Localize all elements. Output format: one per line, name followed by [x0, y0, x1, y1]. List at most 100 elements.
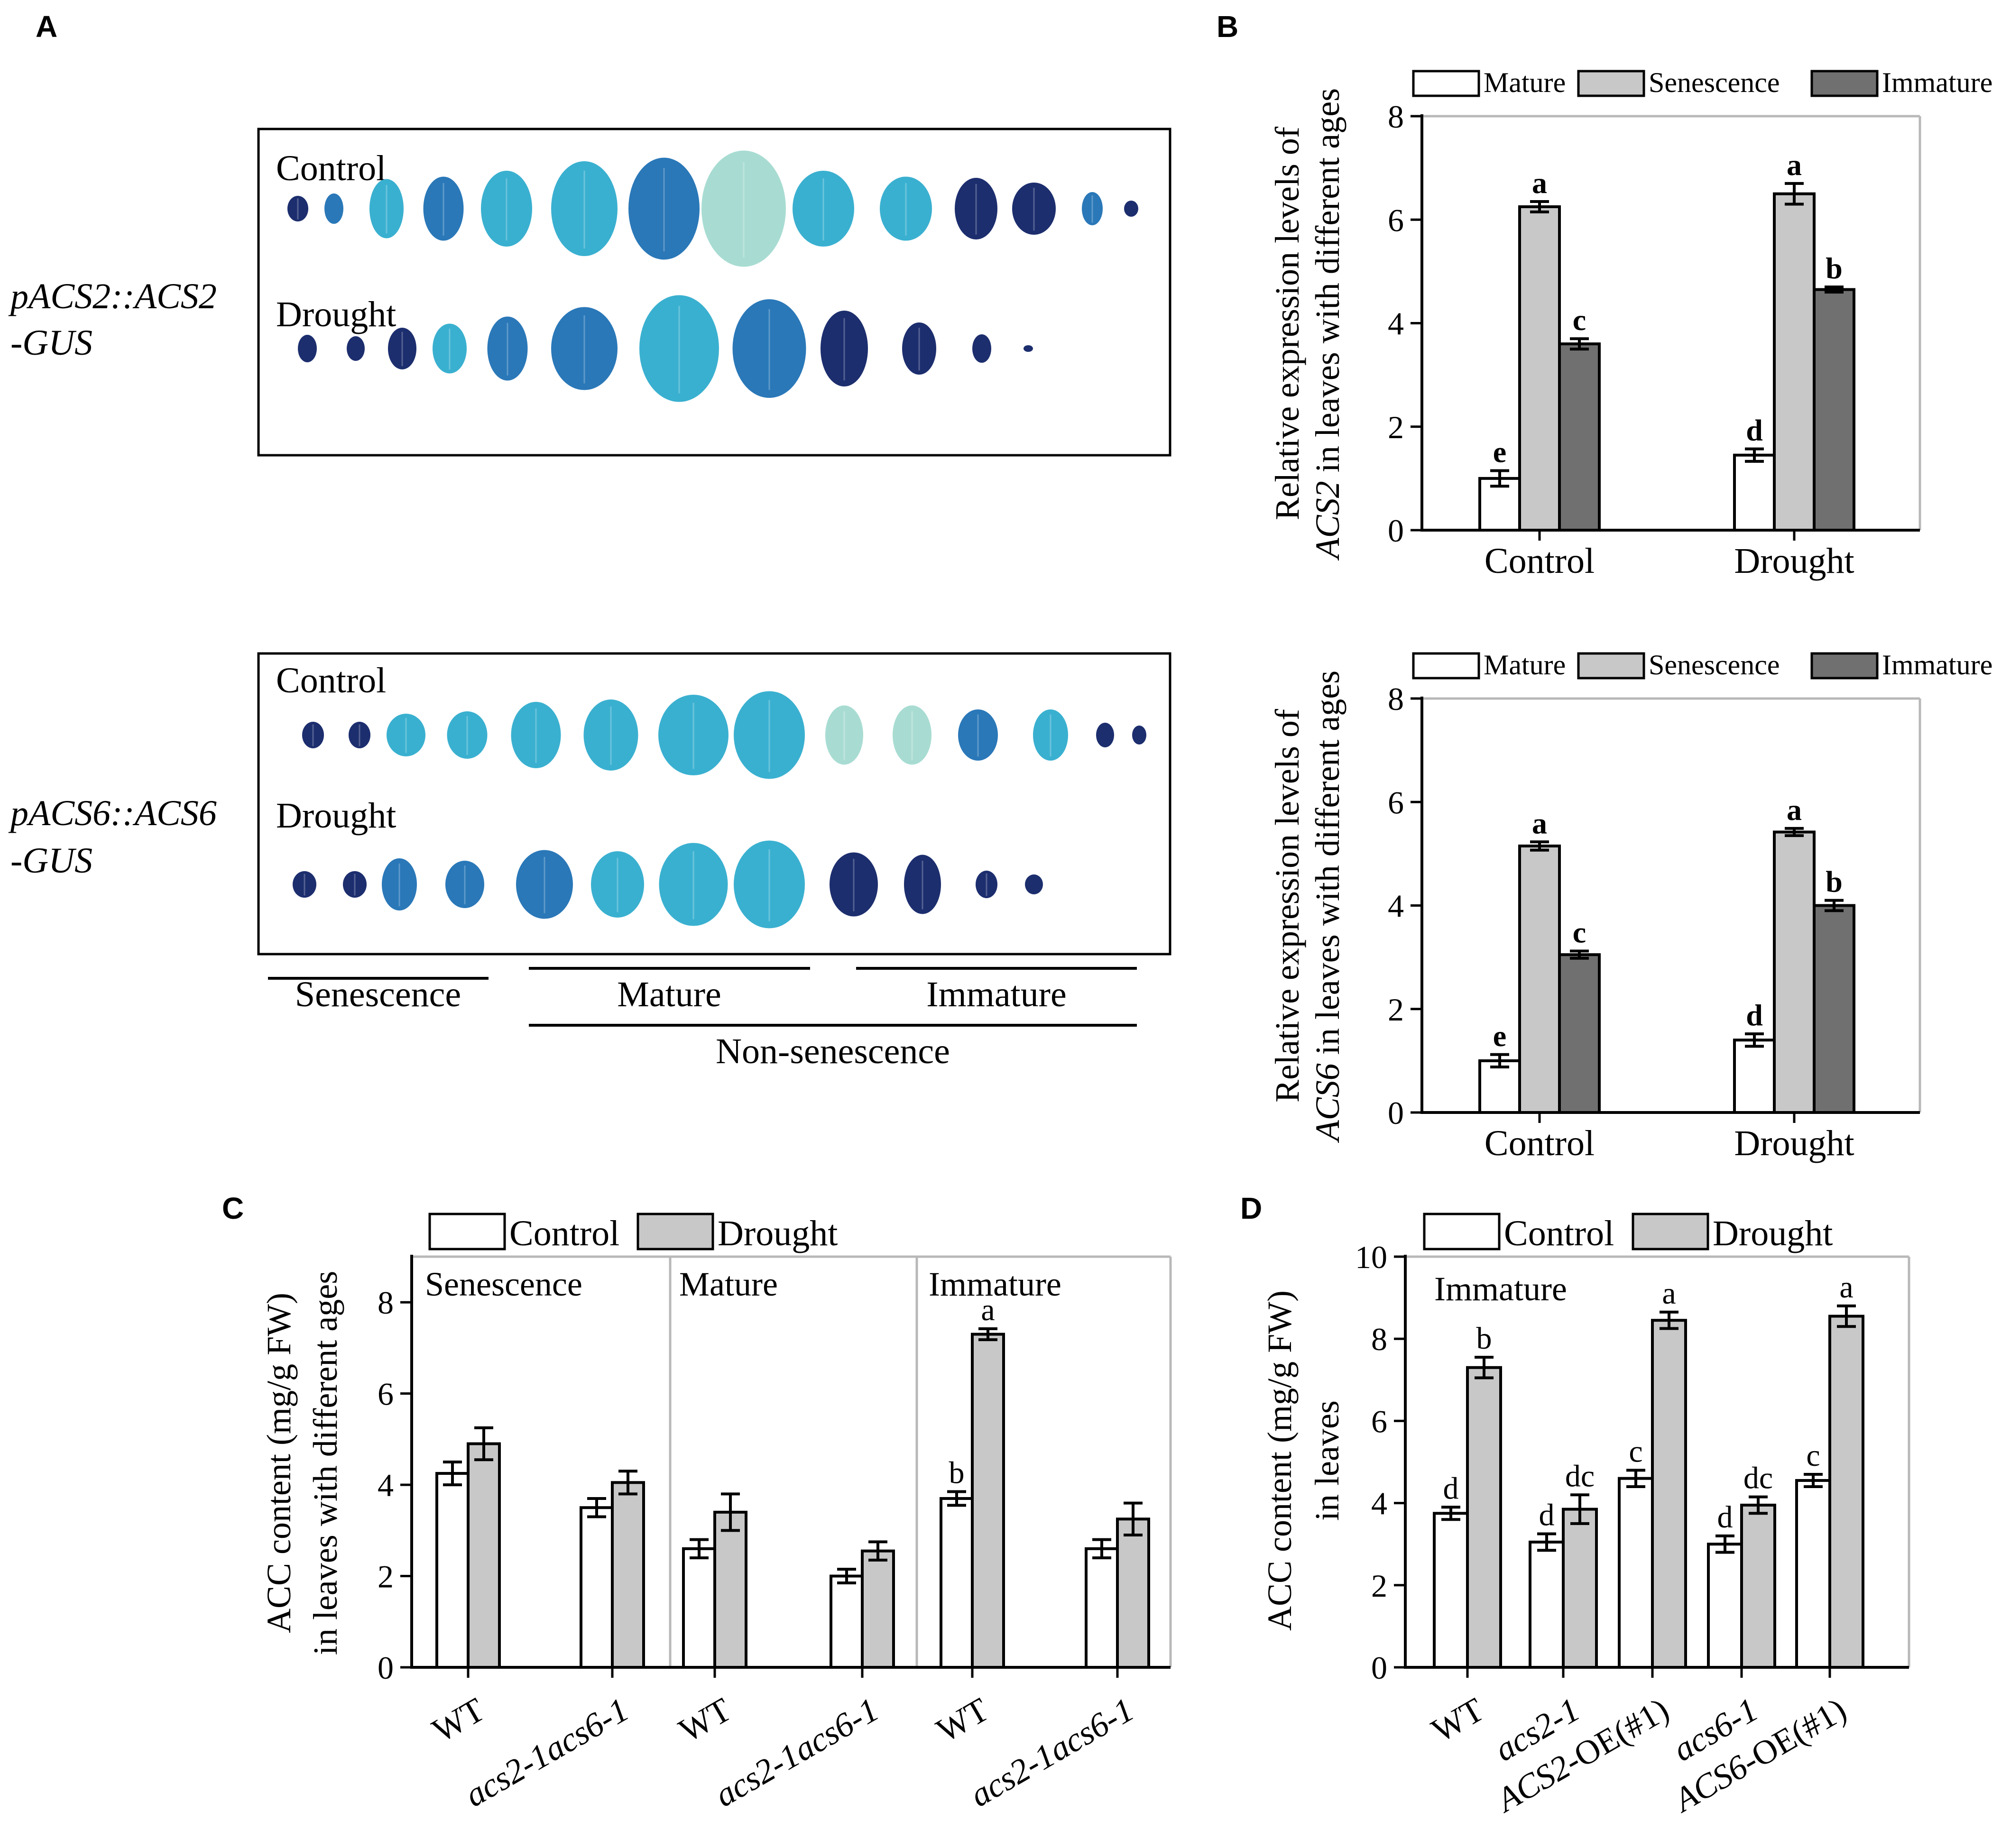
gus-leaf-2-6: [658, 695, 729, 775]
x-category-label-0: Control: [1485, 1123, 1595, 1163]
gus-leaf-3-5-blade: [591, 851, 644, 918]
legend-swatch-immature: [1810, 70, 1879, 97]
significance-letter-control-4: b: [949, 1456, 965, 1490]
y-tick-label-0: 0: [1388, 1095, 1404, 1131]
gus-leaf-1-7: [732, 299, 806, 398]
x-category-label-2: WT: [673, 1691, 738, 1750]
bar-control-4: [1795, 1479, 1831, 1669]
bar-senescence-1: [1773, 830, 1816, 1114]
gus-leaf-3-5: [591, 851, 644, 918]
gus-leaf-1-9-blade: [902, 322, 936, 375]
gus-leaf-3-7: [734, 840, 805, 929]
significance-letter-immature-1: b: [1826, 865, 1843, 899]
y-tick-label-5: 10: [1355, 1239, 1387, 1275]
bar-control-0: [1433, 1512, 1469, 1669]
x-category-label-1: Drought: [1734, 541, 1854, 581]
significance-letter-immature-0: c: [1573, 916, 1586, 949]
leaf-samples: [287, 150, 1146, 929]
significance-letter-drought-4: a: [981, 1293, 995, 1327]
bar-control-3: [830, 1574, 864, 1669]
gus-leaf-2-5: [583, 699, 638, 771]
legend-swatch-mature: [1412, 652, 1480, 680]
bar-control-2: [682, 1547, 716, 1669]
gus-leaf-1-8: [821, 311, 868, 386]
y-tick-label-4: 8: [1371, 1321, 1387, 1357]
x-category-label-0: WT: [426, 1691, 491, 1750]
significance-letter-senescence-0: a: [1532, 806, 1547, 840]
gus-leaf-2-9: [893, 705, 931, 765]
legend-label-senescence: Senescence: [1649, 67, 1780, 98]
gus-leaf-0-9-blade: [880, 176, 932, 241]
panel-letter-b: B: [1217, 9, 1238, 44]
gus-leaf-1-4: [487, 316, 528, 381]
gus-leaf-0-1-blade: [324, 193, 343, 224]
mature-group-label: Mature: [617, 975, 721, 1014]
non-senescence-group-label: Non-senescence: [716, 1031, 950, 1071]
significance-letter-immature-1: b: [1826, 251, 1843, 285]
gus-leaf-2-3: [447, 711, 488, 759]
acs6-construct-suffix: -GUS: [10, 841, 92, 881]
legend-label-control: Control: [509, 1214, 619, 1253]
gus-leaf-3-1-blade: [343, 871, 367, 898]
bar-immature-0: [1558, 342, 1601, 532]
bar-immature-1: [1813, 904, 1855, 1114]
y-tick-label-1: 2: [1388, 992, 1404, 1028]
gus-leaf-1-11: [1024, 345, 1033, 352]
gus-leaf-0-5: [551, 161, 618, 256]
gus-leaf-3-8: [830, 852, 878, 917]
panel-a: Control Drought Control Drought pACS2::A…: [8, 128, 1171, 1071]
x-category-suffix: -OE(#1): [1558, 1691, 1675, 1780]
chart-c: b a 0 2 4 6 8 Control Drought Senescence Mature Imm…: [260, 1213, 1172, 1814]
y-tick-label-1: 2: [1371, 1568, 1387, 1604]
bar-drought-2: [1651, 1319, 1687, 1669]
gus-leaf-0-7-blade: [701, 150, 786, 267]
gus-leaf-0-1: [324, 193, 343, 224]
y-axis-label-line2: in leaves with different ages: [306, 1271, 344, 1655]
bar-senescence-0: [1518, 845, 1561, 1114]
significance-letter-senescence-1: a: [1787, 148, 1802, 182]
gus-leaf-2-13: [1132, 726, 1146, 745]
gus-leaf-2-11: [1033, 709, 1068, 761]
gus-leaf-0-7: [701, 150, 786, 267]
gus-leaf-3-4: [516, 850, 573, 919]
bar-drought-2: [713, 1510, 747, 1669]
chart-b-acs2: e d a a c b 0 2 4 6 8 Mature Senescence Immature Contr…: [1268, 67, 1992, 581]
gus-leaf-3-1: [343, 871, 367, 898]
significance-letter-mature-1: d: [1746, 998, 1763, 1032]
bar-immature-1: [1813, 288, 1855, 532]
acs6-control-label: Control: [276, 661, 386, 700]
gus-leaf-0-2-blade: [369, 179, 404, 239]
gus-leaf-0-13-blade: [1124, 201, 1138, 217]
y-tick-label-0: 0: [1371, 1650, 1387, 1686]
gus-leaf-1-3: [433, 323, 467, 374]
gus-leaf-2-10-blade: [958, 709, 998, 761]
gus-leaf-1-1-blade: [347, 336, 365, 361]
legend-swatch-senescence: [1577, 70, 1645, 97]
acs6-construct-name: pACS6::ACS6: [8, 793, 217, 833]
y-tick-label-2: 4: [1388, 306, 1404, 342]
gus-leaf-2-5-blade: [583, 699, 638, 771]
legend-label-mature: Mature: [1484, 649, 1566, 680]
legend-swatch-senescence: [1577, 652, 1645, 680]
inner-label-immature: Immature: [1434, 1270, 1567, 1308]
gus-leaf-1-3-blade: [433, 323, 467, 374]
bar-drought-5: [1116, 1517, 1150, 1669]
gus-leaf-0-5-blade: [551, 161, 618, 256]
significance-letter-mature-1: d: [1746, 414, 1763, 447]
gus-leaf-2-4: [511, 702, 561, 768]
significance-letter-senescence-0: a: [1532, 166, 1547, 200]
gus-leaf-3-0-blade: [293, 871, 316, 898]
y-tick-label-4: 8: [1388, 99, 1404, 135]
acs2-construct-suffix: -GUS: [10, 323, 92, 363]
bar-control-0: [435, 1472, 470, 1669]
significance-letter-control-4: c: [1806, 1438, 1820, 1473]
gus-leaf-2-2: [387, 714, 425, 756]
gus-leaf-1-4-blade: [487, 316, 528, 381]
gus-leaf-0-8: [793, 171, 854, 247]
bar-control-1: [580, 1506, 614, 1669]
group-label-immature: Immature: [929, 1265, 1061, 1303]
bar-mature-1: [1733, 1039, 1776, 1114]
y-tick-label-4: 8: [1388, 681, 1404, 717]
y-tick-label-3: 6: [1388, 784, 1404, 820]
significance-letter-drought-2: a: [1662, 1276, 1676, 1311]
